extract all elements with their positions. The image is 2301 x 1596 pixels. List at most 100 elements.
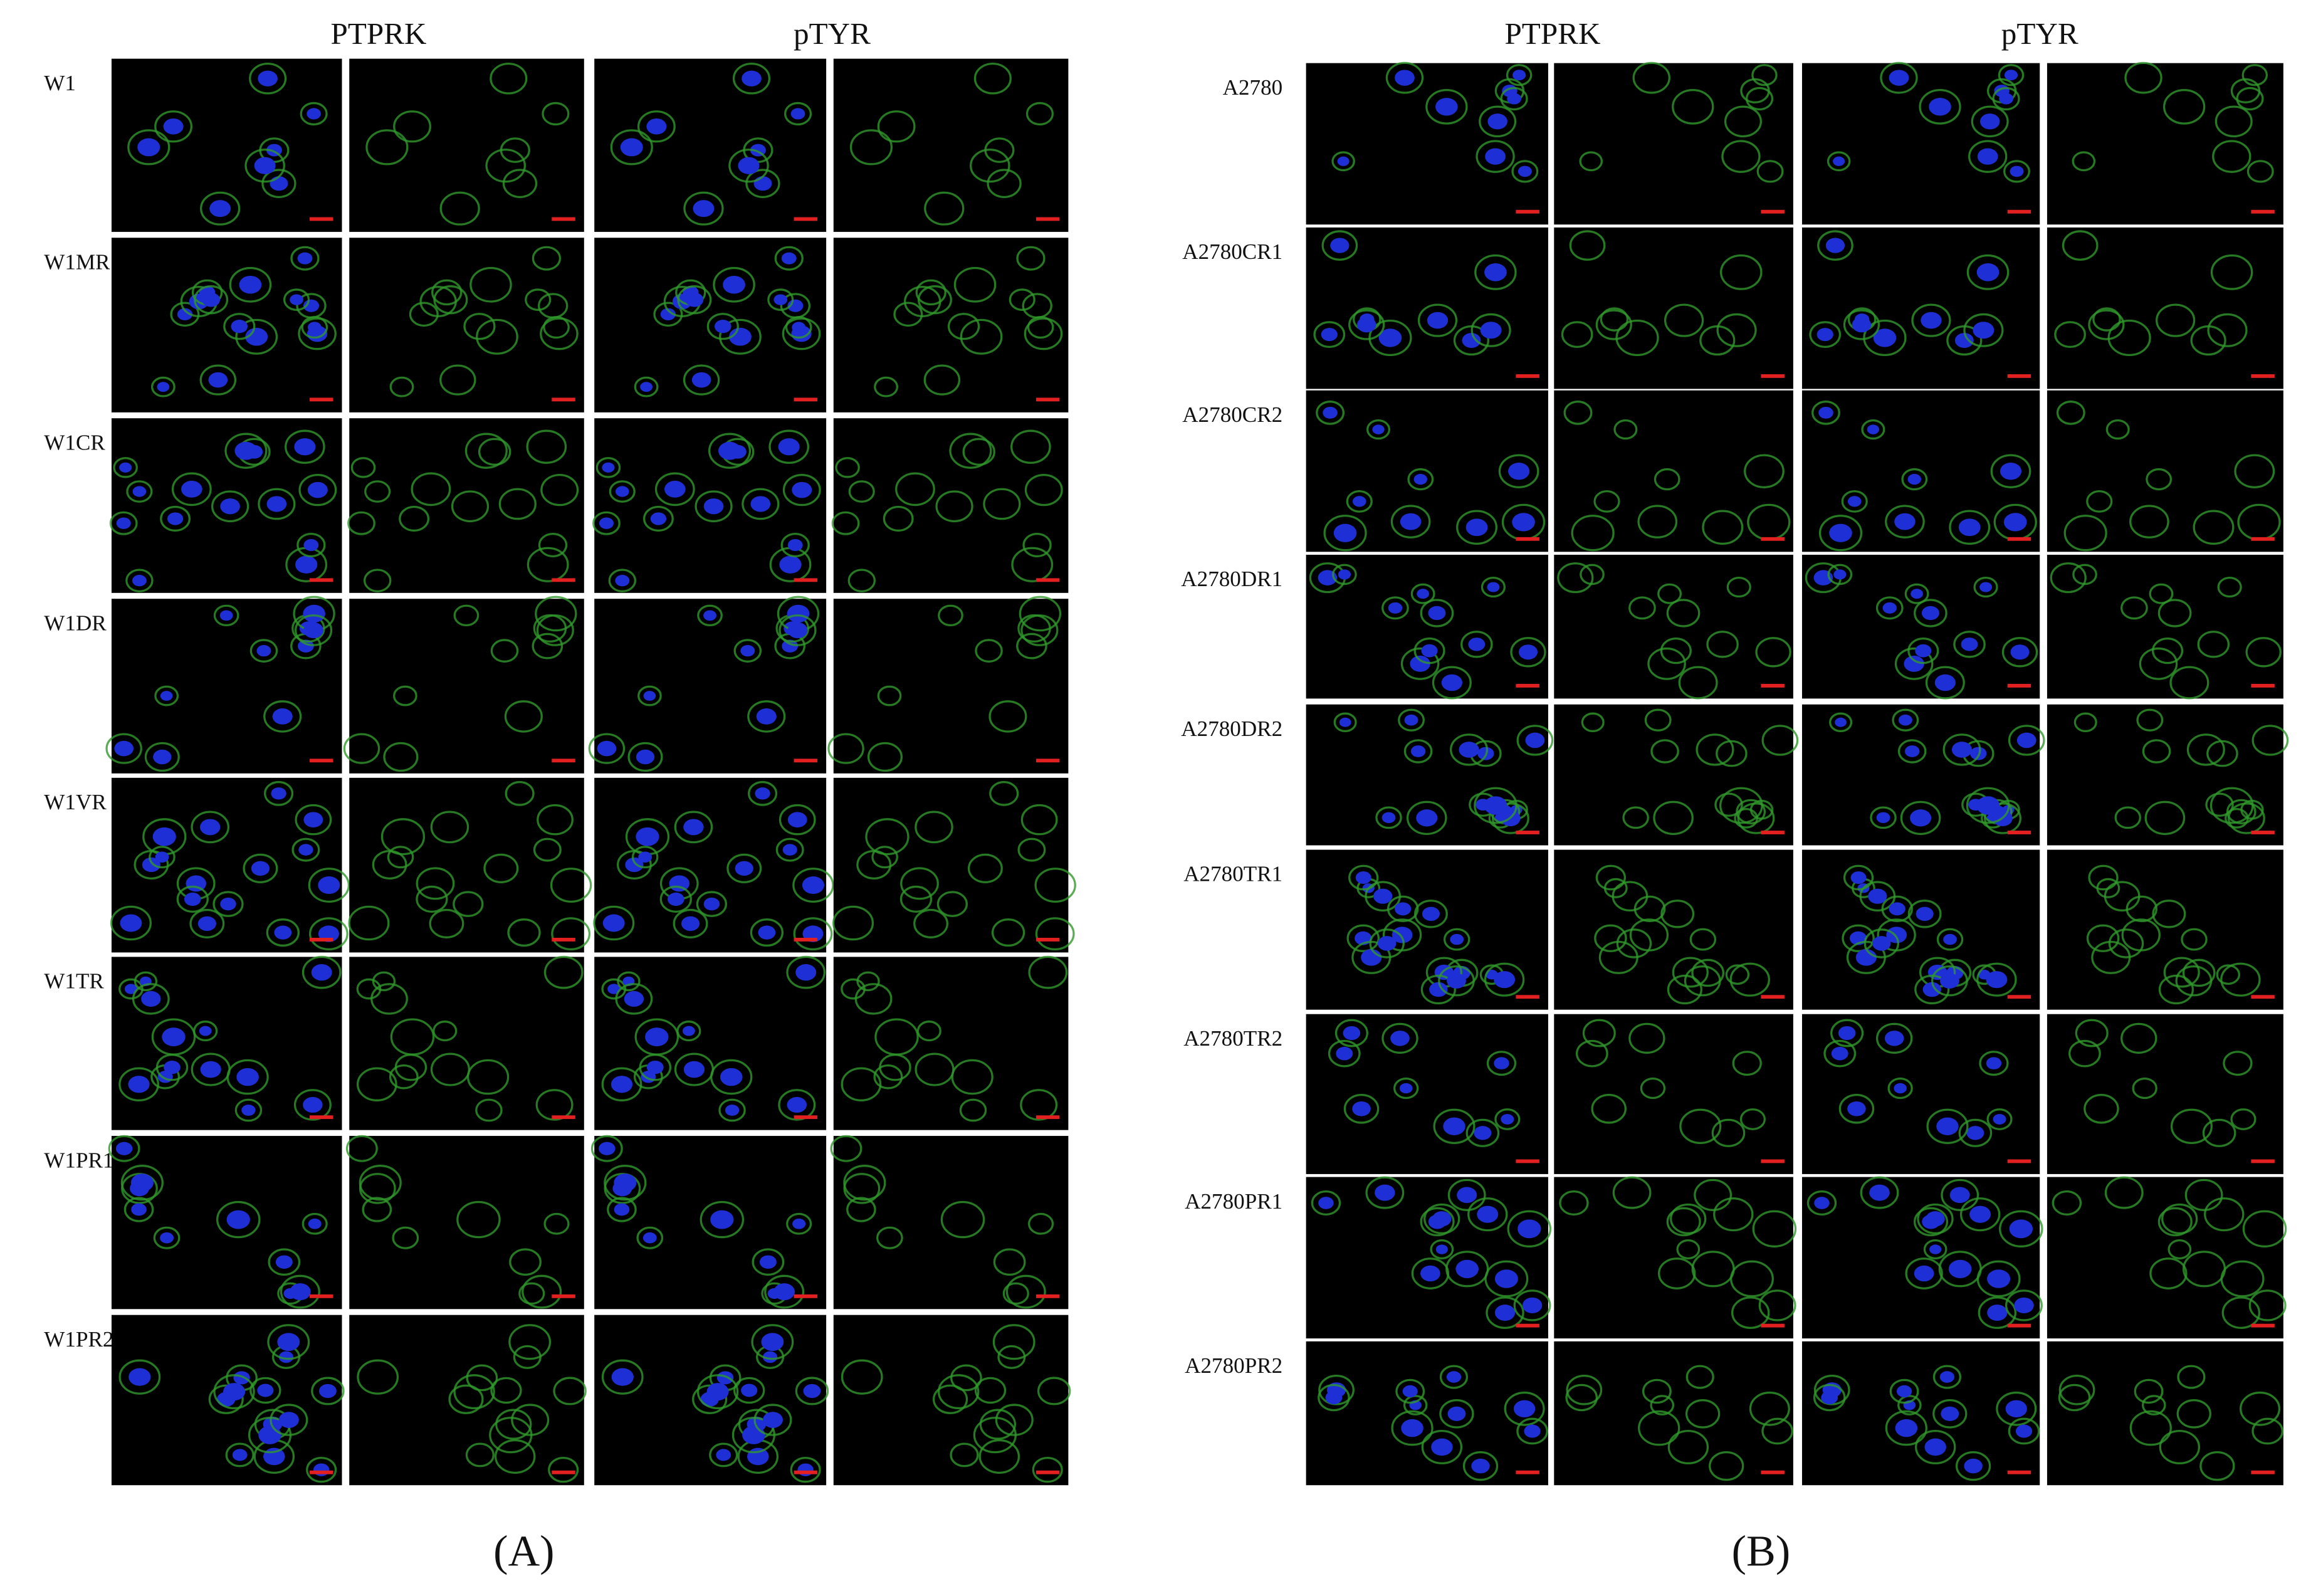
micrograph — [1554, 849, 1793, 1010]
cell-cytoplasm — [634, 376, 659, 397]
cell-cytoplasm — [1827, 564, 1853, 585]
cell-cytoplasm — [1650, 1395, 1675, 1415]
nucleus — [1480, 322, 1502, 339]
cell-cytoplasm — [1475, 140, 1515, 173]
cell-cytoplasm — [290, 246, 320, 271]
micrograph — [833, 955, 1069, 1130]
scale-bar — [1035, 578, 1060, 582]
micrograph — [827, 596, 1069, 774]
nucleus — [119, 462, 132, 473]
micrograph — [833, 58, 1069, 232]
cell-cytoplasm — [1637, 505, 1678, 538]
cell-cytoplasm — [778, 804, 816, 836]
cell-cytoplasm — [636, 1226, 664, 1249]
cell-cytoplasm — [348, 905, 390, 941]
cell-cytoplasm — [1911, 303, 1951, 337]
cell-cytoplasm — [1474, 254, 1517, 290]
nucleus — [295, 555, 318, 574]
cell-cytoplasm — [846, 1197, 876, 1222]
cell-cytoplasm — [2052, 1190, 2082, 1216]
cell-cytoplasm — [1678, 666, 1718, 700]
nucleus — [1895, 1419, 1918, 1437]
nucleus — [1876, 812, 1890, 824]
cell-cytoplasm — [1696, 733, 1734, 766]
micrograph — [348, 777, 592, 953]
image-background — [2047, 1341, 2283, 1486]
cell-cytoplasm — [1907, 638, 1939, 664]
cell-cytoplasm — [1311, 1190, 1341, 1216]
cell-cytoplasm — [502, 169, 538, 198]
nucleus — [773, 1283, 795, 1301]
image-background — [1306, 1341, 1548, 1486]
cell-cytoplasm — [978, 1439, 1020, 1474]
cell-cytoplasm — [2139, 647, 2178, 680]
cell-cytoplasm — [708, 433, 752, 469]
nucleus — [691, 372, 711, 388]
scale-bar — [2007, 683, 2031, 688]
nucleus — [130, 1173, 154, 1192]
cell-cytoplasm — [431, 279, 463, 306]
nucleus — [1910, 809, 1932, 827]
cell-cytoplasm — [1979, 1051, 2009, 1076]
scale-bar — [1516, 1323, 1539, 1328]
nucleus — [258, 70, 278, 87]
cell-cytoplasm — [2204, 1197, 2245, 1232]
scale-bar — [2251, 1470, 2275, 1474]
nucleus — [1494, 1269, 1518, 1288]
cell-cytoplasm — [1034, 868, 1076, 903]
scale-bar — [2251, 209, 2275, 214]
nucleus — [1513, 1400, 1536, 1418]
nucleus — [1428, 606, 1446, 621]
cell-cytoplasm — [1647, 647, 1686, 680]
nucleus — [272, 708, 293, 725]
nucleus — [1390, 1031, 1410, 1046]
nucleus — [181, 480, 202, 498]
cell-cytoplasm — [782, 317, 821, 350]
cell-cytoplasm — [2227, 802, 2265, 834]
micrograph — [109, 418, 342, 593]
cell-cytoplasm — [199, 364, 237, 396]
cell-cytoplasm — [780, 532, 810, 558]
row-label: W1CR — [44, 430, 105, 454]
cell-cytoplasm — [478, 438, 511, 466]
cell-cytoplasm — [1494, 1108, 1521, 1130]
cell-cytoplasm — [411, 472, 451, 507]
nucleus — [160, 1232, 174, 1244]
cell-cytoplasm — [1841, 490, 1868, 513]
nucleus — [1835, 717, 1847, 727]
nucleus — [1459, 742, 1479, 758]
cell-cytoplasm — [1613, 419, 1638, 440]
micrograph — [111, 238, 342, 412]
cell-cytoplasm — [1761, 1417, 1793, 1445]
cell-cytoplasm — [2205, 792, 2234, 817]
nucleus — [1474, 1126, 1492, 1140]
cell-cytoplasm — [1002, 1282, 1029, 1305]
scale-bar — [310, 1470, 333, 1474]
scale-bar — [1761, 537, 1785, 541]
cell-cytoplasm — [2207, 313, 2248, 347]
micrograph — [2047, 1176, 2287, 1339]
cell-cytoplasm — [962, 438, 995, 466]
cell-cytoplasm — [604, 1165, 647, 1201]
cell-cytoplasm — [967, 853, 1003, 883]
cell-cytoplasm — [784, 102, 812, 126]
cell-cytoplasm — [343, 733, 380, 764]
nucleus — [1941, 1406, 1959, 1421]
cell-cytoplasm — [601, 1067, 642, 1101]
cell-cytoplasm — [1732, 1051, 1762, 1076]
cell-cytoplasm — [298, 317, 337, 350]
cell-cytoplasm — [1751, 64, 1778, 87]
cell-cytoplasm — [1417, 303, 1458, 337]
cell-cytoplasm — [918, 285, 952, 315]
cell-cytoplasm — [1318, 1383, 1350, 1412]
cell-cytoplasm — [211, 490, 249, 523]
nucleus — [200, 1061, 221, 1078]
cell-cytoplasm — [1761, 725, 1799, 756]
cell-cytoplasm — [1660, 638, 1692, 664]
panel-label: (B) — [1732, 1527, 1791, 1576]
cell-cytoplasm — [1331, 151, 1355, 172]
scale-bar — [2007, 209, 2031, 214]
nucleus — [1372, 424, 1385, 434]
scale-bar — [1516, 209, 1539, 214]
